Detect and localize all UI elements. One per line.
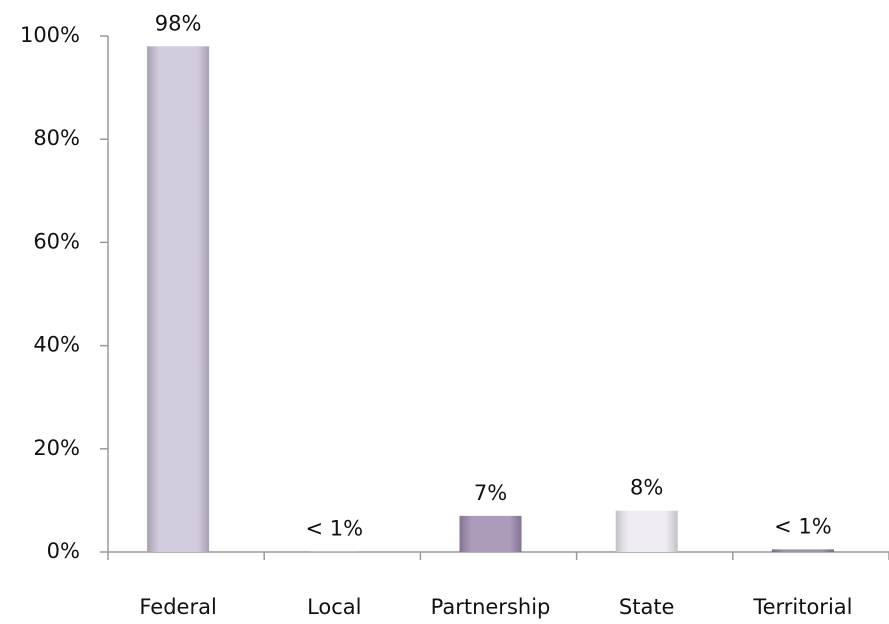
x-tick-label: Territorial (752, 595, 852, 619)
x-tick-label: Federal (139, 595, 216, 619)
y-tick-label: 40% (33, 333, 80, 357)
value-label: 7% (474, 481, 507, 505)
bar-shade (771, 549, 834, 552)
y-tick-label: 0% (47, 539, 80, 563)
bar-shade (459, 515, 522, 552)
x-tick-label: Local (307, 595, 361, 619)
value-label: < 1% (306, 516, 364, 540)
x-tick-label: State (619, 595, 675, 619)
y-tick-label: 60% (33, 229, 80, 253)
x-tick-label: Partnership (431, 595, 551, 619)
y-tick-label: 100% (20, 23, 80, 47)
value-label: 8% (630, 476, 663, 500)
bar-shade (147, 46, 210, 552)
y-tick-label: 80% (33, 126, 80, 150)
value-label: 98% (155, 11, 202, 35)
value-label: < 1% (774, 514, 832, 538)
bar-shade (615, 510, 678, 552)
y-tick-label: 20% (33, 436, 80, 460)
bar-shade (303, 551, 366, 552)
